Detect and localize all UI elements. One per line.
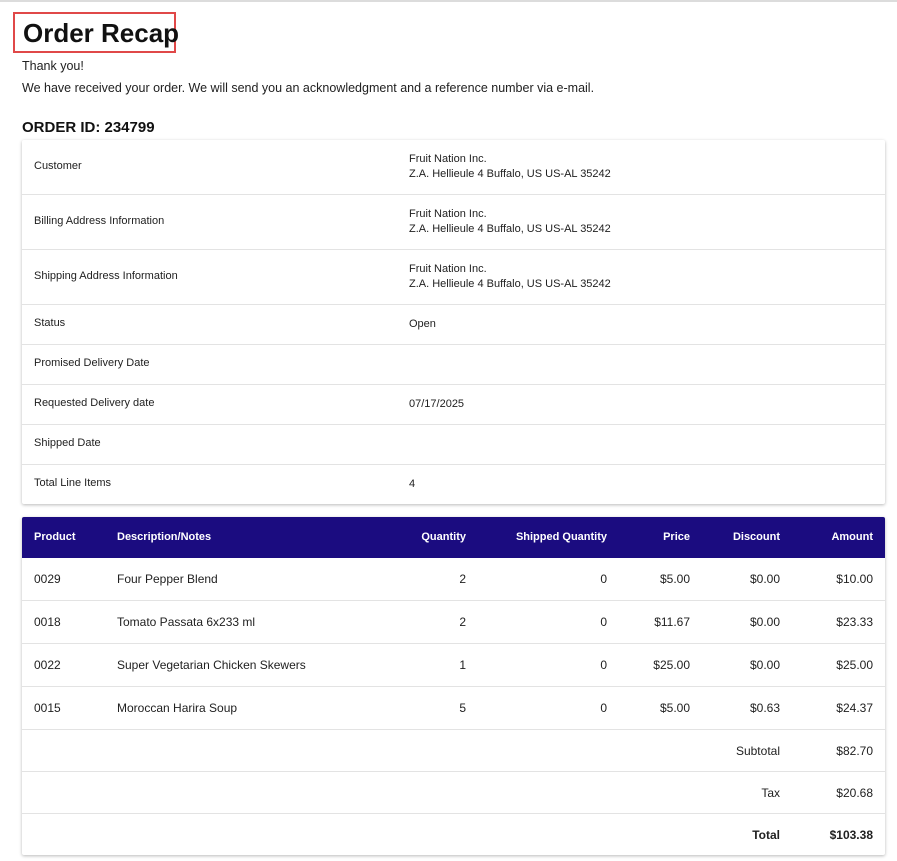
detail-value: 07/17/2025 bbox=[409, 397, 464, 412]
column-header: Amount bbox=[831, 531, 873, 543]
detail-row: Promised Delivery Date bbox=[22, 345, 885, 385]
column-header: Price bbox=[663, 531, 690, 543]
detail-row: Status Open bbox=[22, 305, 885, 345]
line-item-cell: 0 bbox=[600, 615, 607, 629]
summary-row: Subtotal $82.70 bbox=[22, 730, 885, 772]
detail-value: Fruit Nation Inc. Z.A. Hellieule 4 Buffal… bbox=[409, 262, 611, 292]
line-item-cell: $5.00 bbox=[659, 572, 690, 586]
summary-row: Total $103.38 bbox=[22, 814, 885, 855]
line-item-cell: 0018 bbox=[34, 615, 61, 629]
order-lines-table: Product Description/Notes Quantity Shipped … bbox=[22, 517, 885, 855]
line-item-cell: Moroccan Harira Soup bbox=[117, 701, 238, 715]
title-highlight: Order Recap bbox=[13, 12, 180, 53]
detail-label: Total Line Items bbox=[34, 477, 112, 489]
order-id: ORDER ID: 234799 bbox=[22, 119, 155, 136]
detail-row: Shipping Address Information Fruit Nation… bbox=[22, 250, 885, 305]
summary-label: Total bbox=[752, 828, 780, 842]
line-item-cell: $0.00 bbox=[749, 572, 780, 586]
line-item-cell: 5 bbox=[459, 701, 466, 715]
line-item-row: 0022 Super Vegetarian Chicken Skewers 1 0 $2… bbox=[22, 644, 885, 687]
detail-label: Billing Address Information bbox=[34, 214, 165, 227]
line-item-cell: Tomato Passata 6x233 ml bbox=[117, 615, 256, 629]
summary-label: Subtotal bbox=[735, 744, 780, 758]
detail-value: Fruit Nation Inc. Z.A. Hellieule 4 Buffal… bbox=[409, 152, 611, 182]
line-item-cell: 2 bbox=[459, 615, 466, 629]
line-item-cell: Super Vegetarian Chicken Skewers bbox=[117, 658, 306, 672]
detail-value-line: Fruit Nation Inc. bbox=[409, 152, 487, 165]
detail-value-line: 4 bbox=[409, 477, 416, 490]
line-item-cell: $23.33 bbox=[836, 615, 873, 629]
summary-label: Tax bbox=[761, 786, 780, 800]
line-item-cell: $25.00 bbox=[836, 658, 873, 672]
summary-value: $20.68 bbox=[836, 786, 873, 800]
detail-value-line: Z.A. Hellieule 4 Buffalo, US US-AL 35242 bbox=[409, 222, 611, 235]
detail-value-line: 07/17/2025 bbox=[409, 397, 465, 410]
detail-value: Fruit Nation Inc. Z.A. Hellieule 4 Buffal… bbox=[409, 207, 611, 237]
detail-row: Shipped Date bbox=[22, 425, 885, 465]
thanks-text: Thank you! bbox=[22, 59, 84, 73]
detail-value: Open bbox=[409, 317, 436, 332]
line-item-row: 0015 Moroccan Harira Soup 5 0 $5.00 $0.63 $24.… bbox=[22, 687, 885, 730]
detail-value-line: Open bbox=[409, 317, 436, 330]
line-item-row: 0029 Four Pepper Blend 2 0 $5.00 $0.00 $10.00 bbox=[22, 558, 885, 601]
line-item-cell: 0 bbox=[600, 572, 607, 586]
column-header: Quantity bbox=[421, 531, 466, 543]
line-item-cell: Four Pepper Blend bbox=[117, 572, 218, 586]
line-item-cell: $0.63 bbox=[749, 701, 780, 715]
line-item-cell: $11.67 bbox=[654, 615, 690, 629]
detail-value-line: Z.A. Hellieule 4 Buffalo, US US-AL 35242 bbox=[409, 277, 611, 290]
confirmation-message: We have received your order. We will sen… bbox=[22, 81, 595, 95]
summary-row: Tax $20.68 bbox=[22, 772, 885, 814]
line-item-cell: 0029 bbox=[34, 572, 61, 586]
detail-label: Customer bbox=[34, 159, 82, 172]
column-header: Product bbox=[34, 531, 76, 543]
line-item-cell: $5.00 bbox=[659, 701, 690, 715]
table-header: Product Description/Notes Quantity Shipped … bbox=[22, 517, 885, 558]
order-details-card: Customer Fruit Nation Inc. Z.A. Hellieule … bbox=[22, 140, 885, 504]
page-title: Order Recap bbox=[23, 18, 180, 48]
line-item-cell: $25.00 bbox=[653, 658, 690, 672]
detail-label: Status bbox=[34, 317, 66, 329]
detail-value: 4 bbox=[409, 477, 415, 492]
detail-label: Shipped Date bbox=[34, 437, 101, 449]
line-item-cell: 0 bbox=[600, 701, 607, 715]
detail-label: Promised Delivery Date bbox=[34, 357, 150, 369]
summary-value: $82.70 bbox=[836, 744, 873, 758]
line-item-cell: $10.00 bbox=[836, 572, 873, 586]
detail-value-line: Fruit Nation Inc. bbox=[409, 262, 487, 275]
top-border bbox=[0, 0, 897, 2]
detail-row: Customer Fruit Nation Inc. Z.A. Hellieule … bbox=[22, 140, 885, 195]
line-item-cell: 0022 bbox=[34, 658, 61, 672]
line-item-cell: $0.00 bbox=[749, 615, 780, 629]
detail-row: Total Line Items 4 bbox=[22, 465, 885, 504]
detail-label: Requested Delivery date bbox=[34, 397, 155, 409]
line-item-cell: $24.37 bbox=[836, 701, 873, 715]
line-item-row: 0018 Tomato Passata 6x233 ml 2 0 $11.67 $0.00… bbox=[22, 601, 885, 644]
detail-row: Billing Address Information Fruit Nation … bbox=[22, 195, 885, 250]
line-item-cell: 0015 bbox=[34, 701, 61, 715]
column-header: Description/Notes bbox=[117, 531, 212, 543]
column-header: Discount bbox=[732, 531, 780, 543]
detail-value-line: Fruit Nation Inc. bbox=[409, 207, 487, 220]
line-item-cell: 2 bbox=[459, 572, 466, 586]
detail-value-line: Z.A. Hellieule 4 Buffalo, US US-AL 35242 bbox=[409, 167, 611, 180]
detail-label: Shipping Address Information bbox=[34, 269, 178, 282]
line-item-cell: $0.00 bbox=[749, 658, 780, 672]
detail-row: Requested Delivery date 07/17/2025 bbox=[22, 385, 885, 425]
line-item-cell: 0 bbox=[600, 658, 607, 672]
line-item-cell: 1 bbox=[459, 658, 466, 672]
summary-value: $103.38 bbox=[829, 828, 873, 842]
column-header: Shipped Quantity bbox=[515, 531, 607, 543]
